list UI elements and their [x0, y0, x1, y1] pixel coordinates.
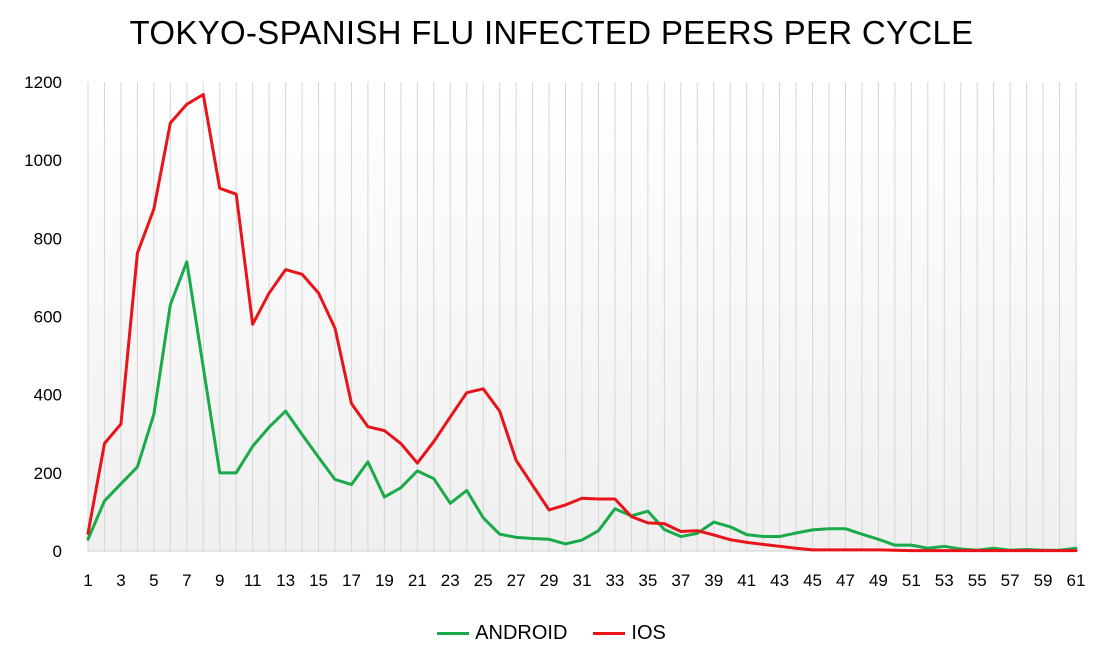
- x-tick-label: 43: [770, 571, 789, 590]
- legend: ANDROID IOS: [0, 622, 1103, 645]
- x-tick-label: 17: [342, 571, 361, 590]
- x-tick-label: 37: [671, 571, 690, 590]
- x-tick-label: 45: [803, 571, 822, 590]
- x-tick-label: 3: [116, 571, 125, 590]
- x-tick-label: 61: [1067, 571, 1086, 590]
- x-tick-label: 51: [902, 571, 921, 590]
- legend-swatch-android: [437, 632, 470, 635]
- x-tick-label: 29: [540, 571, 559, 590]
- x-tick-label: 19: [375, 571, 394, 590]
- x-tick-label: 25: [474, 571, 493, 590]
- legend-item-android[interactable]: ANDROID: [437, 622, 567, 645]
- x-tick-label: 53: [935, 571, 954, 590]
- series-lines: [86, 93, 1078, 553]
- x-tick-label: 13: [276, 571, 295, 590]
- x-axis: 1 3 5 7 9 11 13 15 17 19 21 23 25 27 29 31 33 35 37 39 41 43 4…: [83, 550, 1086, 590]
- x-tick-label: 5: [149, 571, 158, 590]
- y-tick-label: 1200: [24, 73, 62, 92]
- y-tick-label: 600: [34, 308, 62, 327]
- y-tick-label: 800: [34, 229, 62, 248]
- x-tick-label: 11: [244, 571, 262, 590]
- x-tick-label: 1: [83, 571, 92, 590]
- chart-title: TOKYO-SPANISH FLU INFECTED PEERS PER CYC…: [129, 14, 974, 51]
- x-tick-label: 23: [441, 571, 460, 590]
- series-line-android: [86, 260, 1078, 552]
- legend-label-android: ANDROID: [475, 622, 568, 644]
- x-tick-label: 41: [737, 571, 756, 590]
- x-tick-label: 27: [507, 571, 526, 590]
- x-tick-label: 9: [215, 571, 224, 590]
- x-tick-label: 15: [309, 571, 328, 590]
- x-tick-label: 33: [605, 571, 624, 590]
- y-tick-label: 400: [34, 386, 62, 405]
- x-tick-label: 59: [1034, 571, 1053, 590]
- x-tick-label: 49: [869, 571, 888, 590]
- legend-swatch-ios: [593, 632, 626, 635]
- x-tick-label: 35: [638, 571, 657, 590]
- x-tick-label: 31: [573, 571, 592, 590]
- y-axis: 0 200 400 600 800 1000 1200: [24, 73, 62, 561]
- series-line-ios: [86, 93, 1078, 553]
- legend-item-ios[interactable]: IOS: [593, 622, 666, 645]
- y-tick-label: 200: [34, 464, 62, 483]
- x-tick-label: 57: [1001, 571, 1020, 590]
- y-tick-label: 1000: [24, 151, 62, 170]
- x-tick-label: 7: [182, 571, 191, 590]
- x-tick-label: 39: [704, 571, 723, 590]
- grid-lines: [87, 82, 1077, 551]
- x-tick-label: 55: [968, 571, 987, 590]
- legend-label-ios: IOS: [631, 622, 666, 644]
- y-tick-label: 0: [53, 542, 62, 561]
- x-tick-label: 21: [408, 571, 427, 590]
- x-tick-label: 47: [836, 571, 855, 590]
